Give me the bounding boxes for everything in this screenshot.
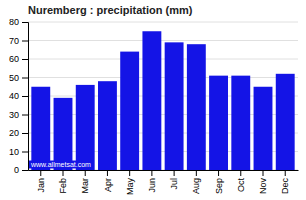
bar xyxy=(120,52,139,170)
x-tick: Oct xyxy=(236,170,246,192)
x-tick-mark xyxy=(151,170,152,176)
bar xyxy=(187,44,206,170)
x-axis: Jan Feb Mar Apr May Jun Jul Aug Sep Oct Nov Dec xyxy=(29,170,299,195)
x-tick: Mar xyxy=(80,170,90,194)
x-tick-mark xyxy=(129,170,130,176)
x-tick-mark xyxy=(85,170,86,176)
y-tick-label: 30 xyxy=(9,110,19,120)
bar xyxy=(76,85,95,170)
grid xyxy=(28,22,298,170)
y-tick: 80 xyxy=(9,17,28,27)
chart-svg: Nuremberg : precipitation (mm) 0 10 20 30 40 5… xyxy=(0,0,306,200)
x-tick-mark xyxy=(218,170,219,176)
bar xyxy=(31,87,50,170)
bar xyxy=(165,42,184,170)
x-tick: Aug xyxy=(191,170,201,194)
y-tick: 70 xyxy=(9,36,28,46)
x-axis-line xyxy=(29,170,299,171)
x-tick-mark xyxy=(196,170,197,176)
y-tick: 40 xyxy=(9,91,28,101)
bar xyxy=(98,81,117,170)
x-tick-mark xyxy=(263,170,264,176)
y-tick-label: 50 xyxy=(9,73,19,83)
y-tick-label: 60 xyxy=(9,54,19,64)
y-axis: 0 10 20 30 40 50 60 70 80 xyxy=(9,17,29,175)
y-tick-label: 10 xyxy=(9,147,19,157)
y-tick-label: 40 xyxy=(9,91,19,101)
grid-line xyxy=(28,40,298,41)
bar xyxy=(231,76,250,170)
bar xyxy=(54,98,73,170)
x-tick-label: Jun xyxy=(147,178,157,193)
y-tick-mark xyxy=(22,170,28,171)
y-tick-mark xyxy=(22,22,28,23)
x-tick-label: Feb xyxy=(58,178,68,194)
y-tick-label: 0 xyxy=(14,165,19,175)
chart-title: Nuremberg : precipitation (mm) xyxy=(28,4,193,16)
x-tick-mark xyxy=(63,170,64,176)
y-tick-mark xyxy=(22,115,28,116)
bar xyxy=(276,74,295,170)
bar xyxy=(254,87,273,170)
grid-line xyxy=(28,59,298,60)
y-tick-mark xyxy=(22,133,28,134)
x-tick-label: May xyxy=(125,178,135,196)
y-tick: 0 xyxy=(14,165,28,175)
x-tick-label: Dec xyxy=(280,178,290,195)
y-tick-label: 80 xyxy=(9,17,19,27)
bar xyxy=(209,76,228,170)
x-tick-label: Jan xyxy=(36,178,46,193)
x-tick-label: Apr xyxy=(103,178,113,192)
y-tick-mark xyxy=(22,96,28,97)
x-tick-mark xyxy=(107,170,108,176)
x-tick: Apr xyxy=(103,170,113,192)
grid-line xyxy=(28,22,298,23)
x-tick-label: Aug xyxy=(191,178,201,194)
y-tick-mark xyxy=(22,78,28,79)
x-tick: Dec xyxy=(280,170,290,194)
x-tick: Jan xyxy=(36,170,46,193)
x-tick: Sep xyxy=(214,170,224,194)
y-tick: 60 xyxy=(9,54,28,64)
y-tick-mark xyxy=(22,152,28,153)
x-tick-label: Oct xyxy=(236,178,246,193)
y-tick: 30 xyxy=(9,110,28,120)
x-tick: Jun xyxy=(147,170,157,193)
x-tick-label: Mar xyxy=(80,178,90,194)
x-tick-mark xyxy=(174,170,175,176)
x-tick-label: Jul xyxy=(169,178,179,190)
bars xyxy=(31,31,294,170)
x-tick-label: Nov xyxy=(258,178,268,195)
x-tick: Jul xyxy=(169,170,179,190)
y-tick-label: 70 xyxy=(9,36,19,46)
annotation-background xyxy=(29,161,92,169)
plot-area: 0 10 20 30 40 50 60 70 80 Jan Feb Mar Apr May Jun Jul Au… xyxy=(9,17,299,195)
x-tick: May xyxy=(125,170,135,195)
x-tick: Feb xyxy=(58,170,68,194)
annotation-text: www.allmetsat.com xyxy=(30,161,91,168)
x-tick-label: Sep xyxy=(214,178,224,194)
x-tick-mark xyxy=(285,170,286,176)
y-tick: 20 xyxy=(9,128,28,138)
y-tick-mark xyxy=(22,59,28,60)
y-tick: 50 xyxy=(9,73,28,83)
y-tick-mark xyxy=(22,41,28,42)
x-tick-mark xyxy=(40,170,41,176)
x-tick: Nov xyxy=(258,170,268,194)
grid-line xyxy=(28,77,298,78)
y-tick-label: 20 xyxy=(9,128,19,138)
annotation: www.allmetsat.com xyxy=(29,161,92,169)
x-tick-mark xyxy=(240,170,241,176)
y-tick: 10 xyxy=(9,147,28,157)
chart-container: Nuremberg : precipitation (mm) 0 10 20 30 40 5… xyxy=(0,0,306,200)
y-axis-line xyxy=(22,23,29,171)
bar xyxy=(142,31,161,170)
